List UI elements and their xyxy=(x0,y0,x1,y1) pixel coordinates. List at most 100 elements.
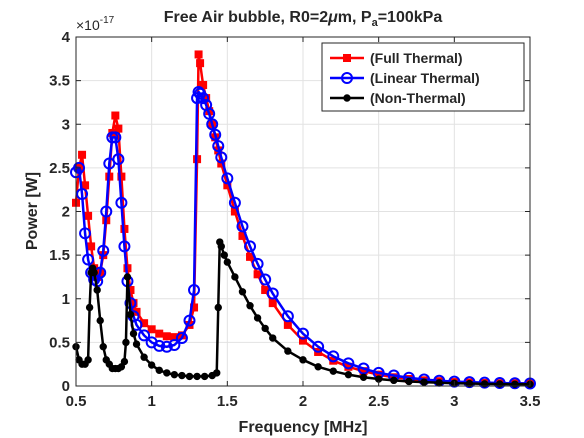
title-subscript: a xyxy=(372,17,379,29)
data-point xyxy=(281,310,294,323)
data-point xyxy=(420,378,428,386)
series-3 xyxy=(72,238,534,388)
y-tick-label: 0 xyxy=(62,378,70,395)
data-point xyxy=(87,242,96,251)
legend: (Full Thermal) (Linear Thermal) (Non-Therm… xyxy=(321,42,525,112)
y-exponent: ×10-17 xyxy=(76,15,115,33)
data-point xyxy=(259,273,272,286)
data-point xyxy=(327,350,340,363)
legend-entry: (Non-Thermal) xyxy=(330,90,466,106)
data-point xyxy=(168,338,181,351)
data-point xyxy=(206,118,219,131)
data-point xyxy=(117,172,126,181)
data-point xyxy=(283,320,292,329)
y-tick-label: 1.5 xyxy=(49,247,70,264)
title-m: m, P xyxy=(338,9,372,26)
legend-marker xyxy=(343,94,351,102)
y-tick-label: 2 xyxy=(62,204,70,221)
data-point xyxy=(100,205,113,218)
data-point xyxy=(188,284,201,297)
data-point xyxy=(405,377,413,386)
data-point xyxy=(197,92,210,105)
data-point xyxy=(99,343,107,351)
data-point xyxy=(147,361,156,369)
y-axis-label: Power [W] xyxy=(24,172,41,250)
data-point xyxy=(269,334,277,342)
legend-marker xyxy=(341,72,353,84)
data-point xyxy=(480,380,489,388)
legend-entries: (Full Thermal) (Linear Thermal) (Non-Therm… xyxy=(330,50,480,106)
data-point xyxy=(435,379,443,387)
data-point xyxy=(81,181,90,190)
data-point xyxy=(126,310,135,319)
data-point xyxy=(228,196,241,209)
data-point xyxy=(212,140,225,153)
data-point xyxy=(73,161,86,174)
data-point xyxy=(76,188,89,201)
data-point xyxy=(132,340,141,348)
data-point xyxy=(115,196,128,209)
data-point xyxy=(153,339,166,352)
data-point xyxy=(268,299,277,308)
series-layer xyxy=(70,50,536,390)
data-point xyxy=(465,379,474,388)
data-point xyxy=(155,366,163,374)
data-point xyxy=(122,338,130,347)
legend-entry: (Linear Thermal) xyxy=(330,70,480,86)
data-point xyxy=(194,50,203,59)
y-tick-label: 4 xyxy=(62,29,71,46)
data-point xyxy=(297,327,309,340)
data-point xyxy=(214,303,222,312)
data-point xyxy=(138,329,151,342)
data-point xyxy=(209,128,222,141)
data-point xyxy=(266,287,279,300)
data-point xyxy=(112,153,125,166)
data-point xyxy=(246,302,254,310)
data-point xyxy=(140,353,148,361)
data-point xyxy=(236,220,249,233)
data-point xyxy=(93,286,101,294)
x-tick-label: 3.5 xyxy=(520,393,541,410)
data-point xyxy=(123,273,132,281)
title-tail: =100kPa xyxy=(378,9,443,26)
legend-label: (Full Thermal) xyxy=(370,50,463,66)
data-point xyxy=(203,107,216,120)
y-tick-label: 0.5 xyxy=(49,334,70,351)
x-tick-label: 3 xyxy=(450,393,458,410)
data-point xyxy=(84,211,93,220)
y-tick-label: 1 xyxy=(62,291,70,308)
ticks: 0.5 1 1.5 2 2.5 3 3.500.511.522.533.54 xyxy=(49,29,540,410)
x-tick-label: 2 xyxy=(299,393,307,410)
data-point xyxy=(284,347,292,355)
data-point xyxy=(244,240,257,253)
data-point xyxy=(118,240,131,253)
x-tick-label: 1 xyxy=(147,393,155,410)
data-point xyxy=(314,363,322,371)
data-point xyxy=(196,59,205,68)
data-point xyxy=(251,257,264,270)
data-point xyxy=(183,314,196,327)
data-point xyxy=(114,124,123,133)
legend-label: (Linear Thermal) xyxy=(370,70,480,86)
data-point xyxy=(329,367,337,375)
data-point xyxy=(129,329,138,338)
data-point xyxy=(215,151,228,164)
data-point xyxy=(231,273,239,281)
y-exponent-power: -17 xyxy=(100,15,115,26)
y-tick-label: 3.5 xyxy=(49,73,70,90)
data-point xyxy=(261,324,269,333)
data-point xyxy=(120,357,129,366)
data-point xyxy=(79,227,92,240)
x-tick-label: 2.5 xyxy=(368,393,389,410)
data-point xyxy=(213,369,221,377)
data-point xyxy=(238,288,247,296)
data-point xyxy=(357,362,370,375)
data-point xyxy=(299,356,307,364)
data-point xyxy=(253,314,262,322)
data-point xyxy=(163,369,171,377)
data-point xyxy=(78,150,87,159)
data-point xyxy=(220,251,229,259)
x-tick-label: 0.5 xyxy=(66,393,87,410)
data-point xyxy=(162,332,171,341)
